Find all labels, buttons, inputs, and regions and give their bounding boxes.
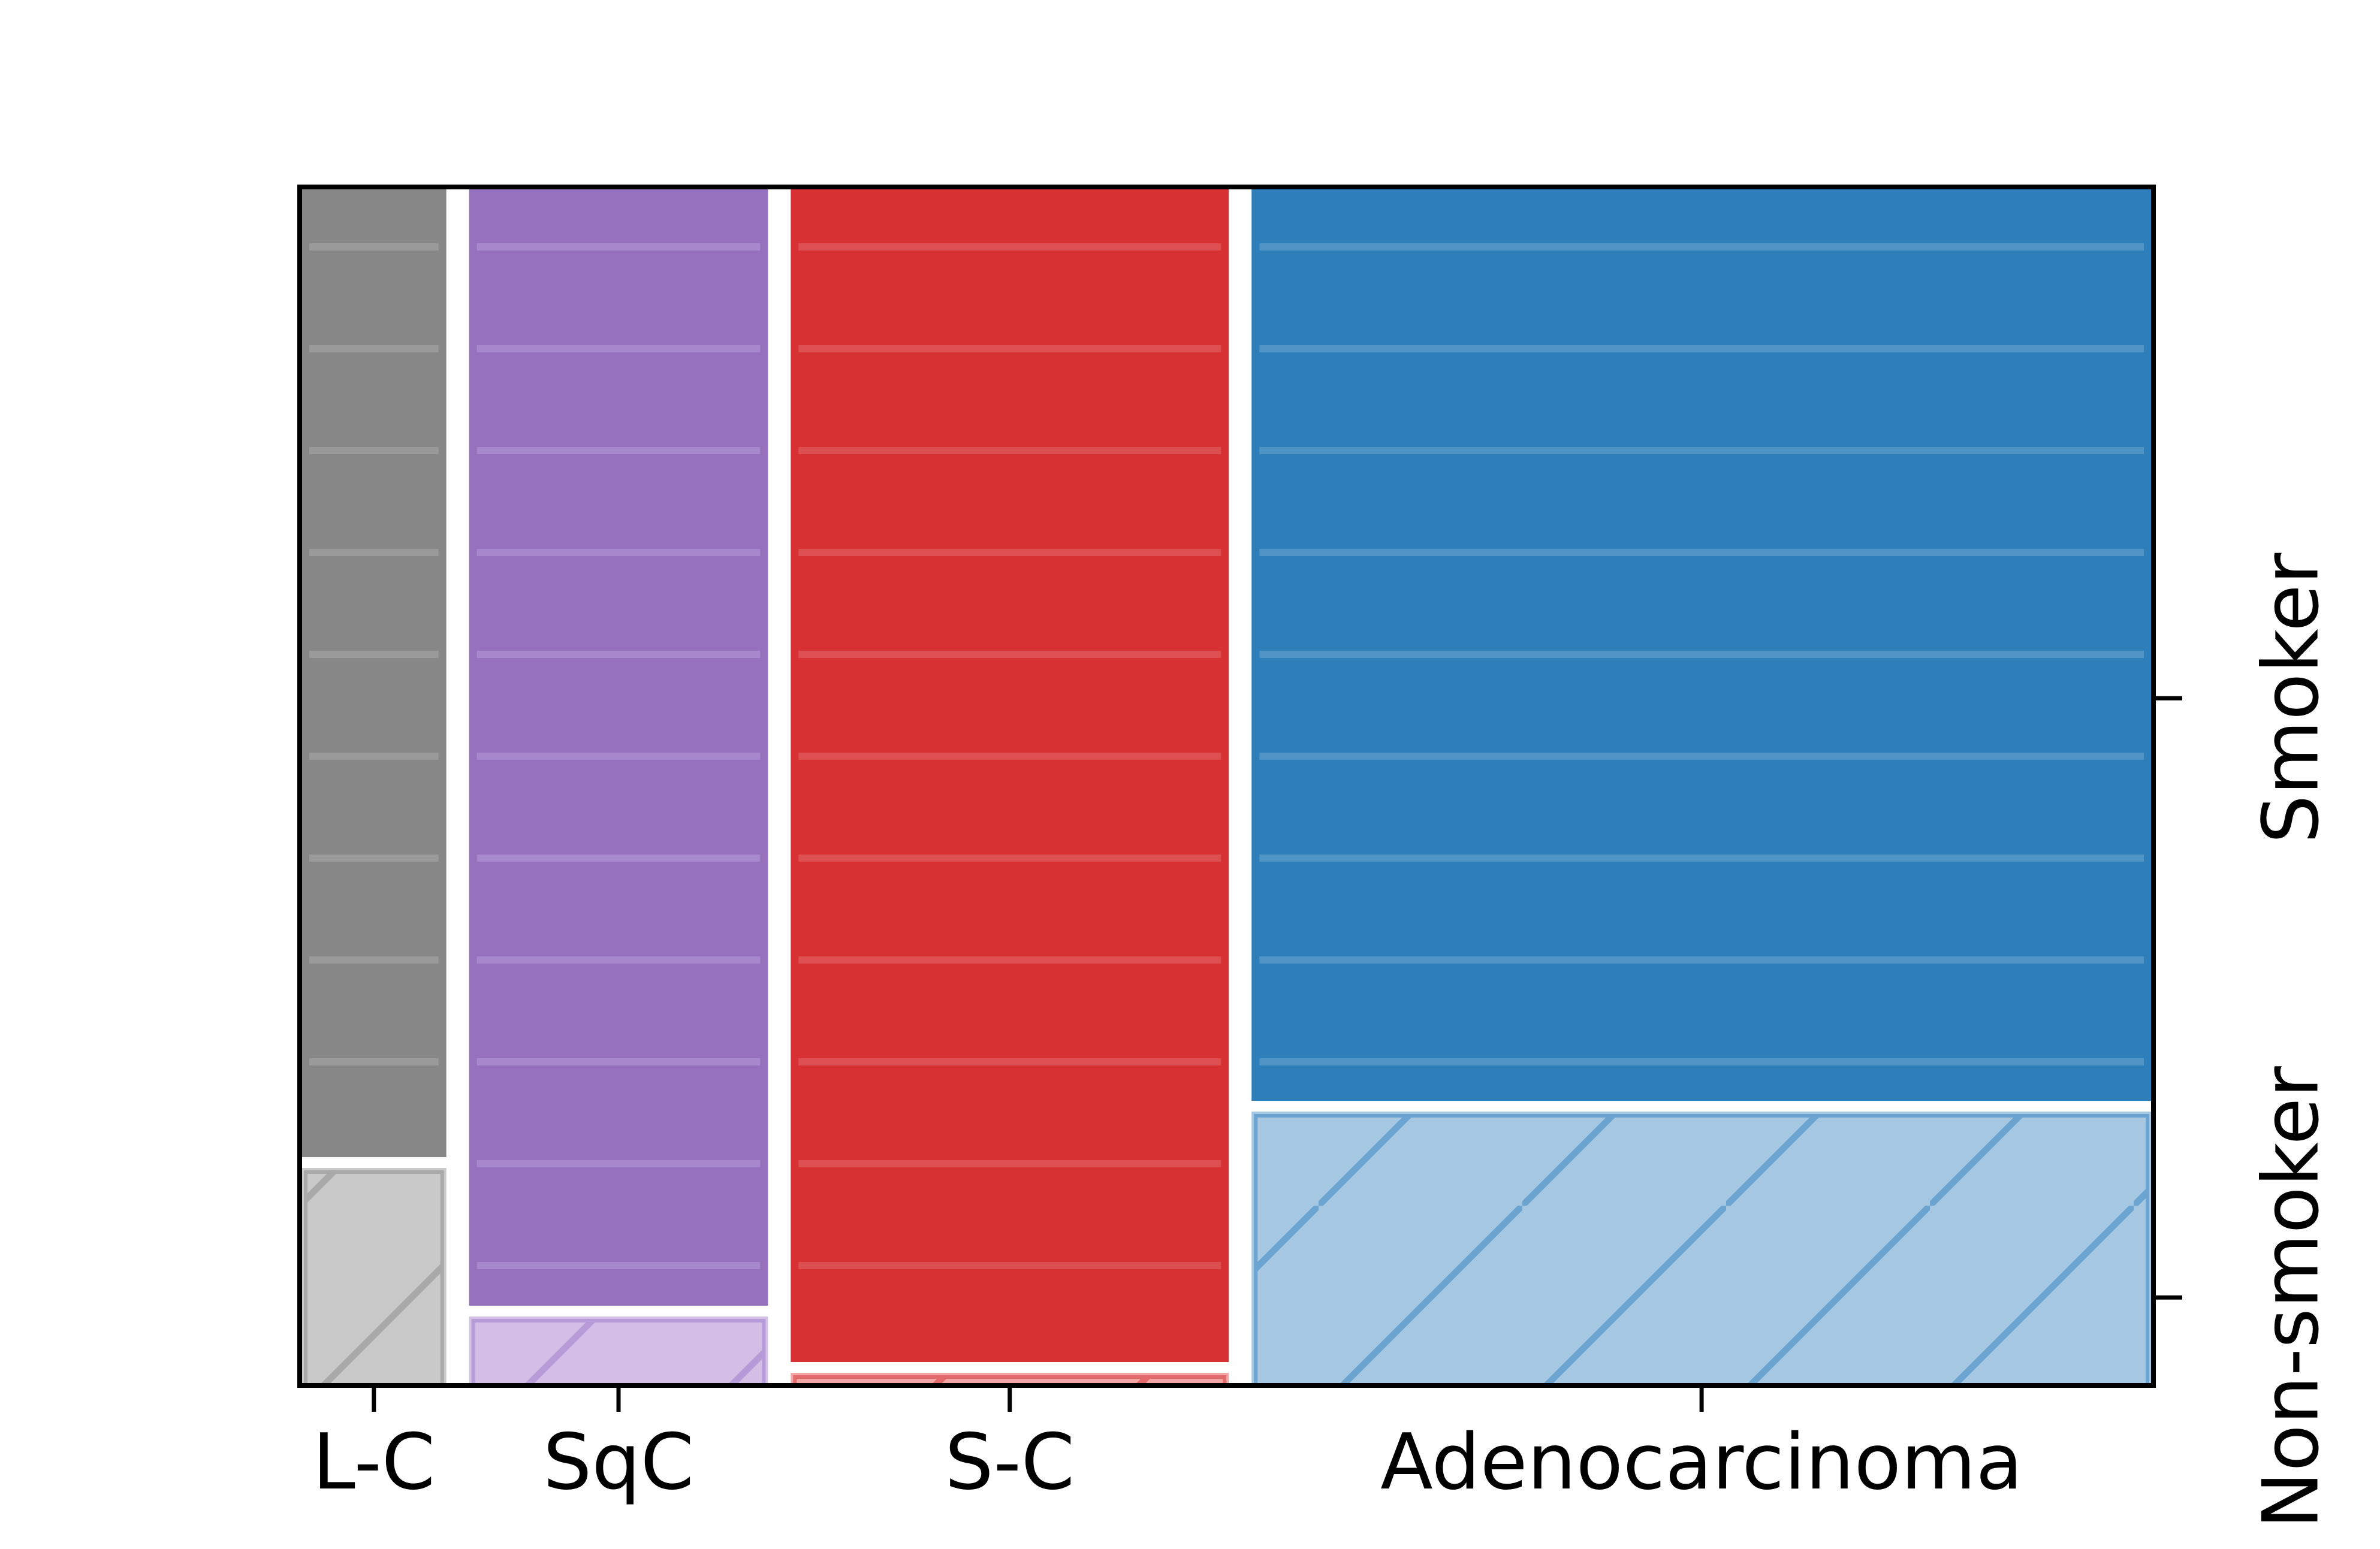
tile-sqc-smoker bbox=[465, 185, 772, 1309]
y-axis-ticks: Non-smoker Smoker bbox=[2153, 552, 2336, 1529]
x-tick-label-s-c: S-C bbox=[945, 1418, 1075, 1507]
mosaic-tiles bbox=[298, 185, 2155, 1387]
x-tick-label-l-c: L-C bbox=[313, 1418, 436, 1507]
tile-s-c-smoker bbox=[787, 185, 1233, 1366]
x-axis-ticks: L-C SqC S-C Adenocarcinoma bbox=[313, 1385, 2023, 1507]
tile-adenocarcinoma-smoker bbox=[1248, 185, 2155, 1104]
x-tick-label-sqc: SqC bbox=[543, 1418, 694, 1507]
plot-frame bbox=[297, 185, 2156, 1388]
tile-l-c-non-smoker bbox=[298, 1164, 450, 1387]
x-tick-label-adenocarcinoma: Adenocarcinoma bbox=[1380, 1418, 2023, 1507]
y-tick-label-non-smoker: Non-smoker bbox=[2247, 1066, 2336, 1529]
y-tick-label-smoker: Smoker bbox=[2247, 552, 2336, 844]
tile-l-c-smoker bbox=[298, 185, 450, 1161]
tile-sqc-non-smoker bbox=[465, 1313, 772, 1387]
tile-adenocarcinoma-non-smoker bbox=[1248, 1108, 2155, 1387]
